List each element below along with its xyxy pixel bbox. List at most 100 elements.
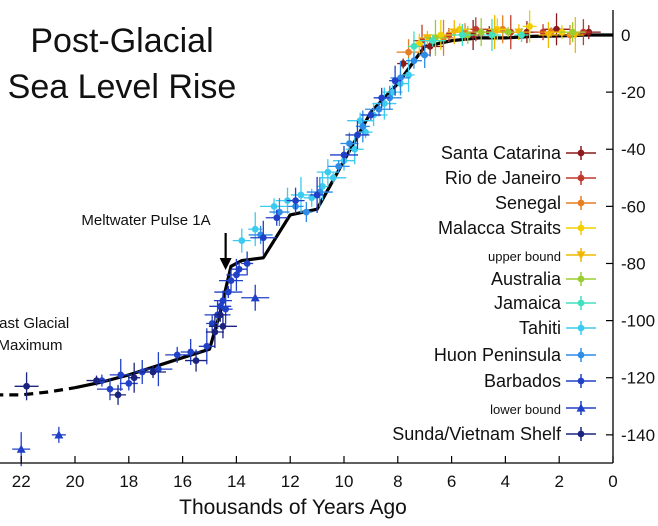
legend-label: Huon Peninsula: [434, 345, 562, 365]
chart-title: Post-Glacial Sea Level Rise: [8, 22, 237, 106]
y-tick-label: -40: [621, 140, 646, 159]
data-point: [54, 430, 64, 439]
data-points: [12, 10, 601, 467]
data-point: [526, 23, 533, 30]
legend-label: upper bound: [488, 249, 561, 264]
data-point: [114, 391, 122, 399]
x-tick-label: 14: [227, 472, 246, 491]
annotation-lgm: Maximum: [0, 337, 63, 354]
data-point: [276, 208, 283, 216]
data-point: [543, 31, 553, 40]
annotation-arrow-head: [219, 258, 232, 270]
series-8: [248, 41, 431, 244]
data-point: [399, 60, 407, 67]
y-tick-label: -20: [621, 83, 646, 102]
legend-label: Malacca Straits: [438, 218, 561, 238]
data-point: [437, 31, 445, 39]
data-point: [155, 365, 162, 373]
legend-marker: [577, 199, 585, 207]
x-tick-label: 4: [501, 472, 510, 491]
data-point: [130, 374, 138, 382]
data-point: [319, 182, 326, 190]
data-point: [391, 77, 399, 85]
x-tick-label: 16: [173, 472, 192, 491]
data-point: [313, 191, 321, 199]
data-point: [224, 288, 232, 296]
data-point: [356, 117, 364, 125]
data-point: [421, 51, 429, 59]
data-point: [324, 168, 332, 176]
legend-marker: [577, 430, 585, 438]
data-point: [238, 237, 246, 245]
data-point: [426, 43, 434, 50]
legend-marker: [577, 377, 585, 385]
data-point: [329, 174, 337, 182]
data-point: [386, 94, 394, 102]
legend-marker: [577, 224, 585, 232]
data-point: [173, 351, 181, 359]
data-point: [208, 320, 216, 327]
data-point: [410, 57, 418, 65]
legend-label: Rio de Janeiro: [445, 168, 561, 188]
data-point: [397, 74, 404, 82]
data-point: [23, 382, 30, 390]
data-point: [235, 265, 243, 273]
data-point: [405, 48, 412, 56]
x-tick-label: 20: [66, 472, 85, 491]
data-point: [488, 31, 496, 39]
series-6: [407, 19, 529, 62]
legend-label: Santa Catarina: [441, 143, 562, 163]
data-point: [211, 328, 219, 336]
legend-marker: [576, 403, 586, 412]
data-point: [251, 225, 259, 233]
legend-label: lower bound: [490, 402, 561, 417]
legend-label: Jamaica: [494, 293, 562, 313]
legend-marker: [577, 174, 585, 182]
x-tick-label: 18: [119, 472, 138, 491]
data-point: [93, 377, 100, 384]
data-point: [351, 145, 359, 153]
x-tick-label: 12: [281, 472, 300, 491]
data-point: [219, 322, 227, 330]
legend-marker: [576, 251, 586, 260]
data-point: [405, 71, 412, 79]
series-4: [418, 15, 584, 53]
data-point: [340, 151, 348, 159]
data-point: [117, 371, 125, 379]
data-point: [362, 128, 369, 136]
data-point: [308, 194, 316, 202]
data-point: [106, 385, 114, 393]
legend: Santa Catarina Rio de Janeiro Senegal Malac…: [392, 143, 596, 444]
data-point: [389, 88, 396, 96]
series-5: [423, 18, 586, 56]
y-tick-label: -100: [621, 312, 655, 331]
x-tick-label: 2: [554, 472, 563, 491]
title-line: Post-Glacial: [30, 22, 213, 60]
data-point: [216, 311, 224, 319]
legend-marker: [577, 149, 585, 157]
data-point: [149, 368, 157, 376]
data-point: [270, 202, 278, 210]
legend-marker: [577, 299, 585, 307]
data-point: [187, 348, 195, 356]
y-tick-label: -60: [621, 197, 646, 216]
x-tick-label: 22: [12, 472, 31, 491]
data-point: [375, 105, 383, 113]
legend-label: Sunda/Vietnam Shelf: [392, 424, 562, 444]
title-line: Sea Level Rise: [8, 68, 237, 106]
annotation-meltwater: Meltwater Pulse 1A: [81, 212, 210, 229]
data-point: [227, 277, 235, 284]
data-point: [203, 342, 211, 350]
data-point: [250, 293, 260, 302]
x-tick-label: 8: [393, 472, 402, 491]
x-tick-label: 0: [608, 472, 617, 491]
data-point: [415, 40, 423, 47]
legend-marker: [577, 324, 585, 332]
data-point: [125, 380, 133, 387]
legend-label: Barbados: [484, 371, 561, 391]
legend-label: Tahiti: [519, 318, 561, 338]
x-axis-title: Thousands of Years Ago: [179, 496, 407, 519]
data-point: [472, 25, 480, 33]
data-point: [346, 140, 353, 147]
y-tick-label: -140: [621, 426, 655, 445]
